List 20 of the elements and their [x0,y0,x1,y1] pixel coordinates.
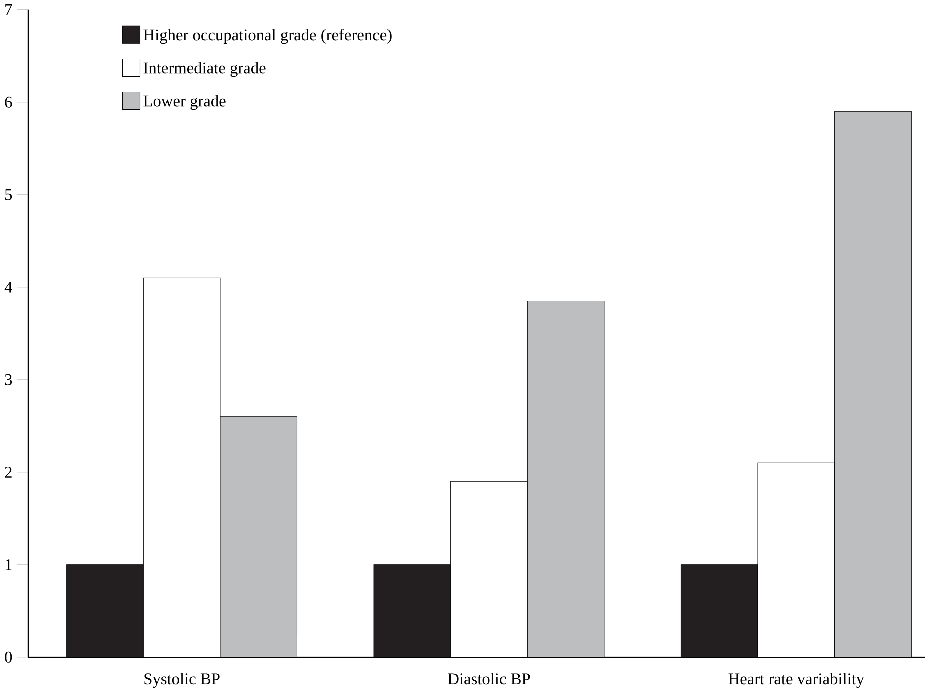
y-tick-label: 2 [5,467,12,478]
bar [527,301,605,658]
y-tick-label: 5 [5,190,12,201]
x-tick-label: Diastolic BP [448,673,530,685]
legend-label: Lower grade [144,95,226,110]
bar [66,564,144,658]
y-tick-label: 3 [5,374,12,386]
x-tick-label: Heart rate variability [728,673,865,688]
y-tick-label: 7 [6,4,12,16]
legend-label: Higher occupational grade (reference) [144,29,392,44]
bar [834,112,912,658]
y-tick-label: 0 [5,652,12,664]
legend-label: Intermediate grade [144,62,266,78]
y-tick-label: 1 [6,560,12,571]
bar [220,416,298,658]
y-tick-label: 4 [4,282,12,294]
x-tick-label: Systolic BP [144,673,220,688]
bar [680,564,758,658]
bar [374,564,452,658]
y-tick-label: 6 [5,97,12,108]
